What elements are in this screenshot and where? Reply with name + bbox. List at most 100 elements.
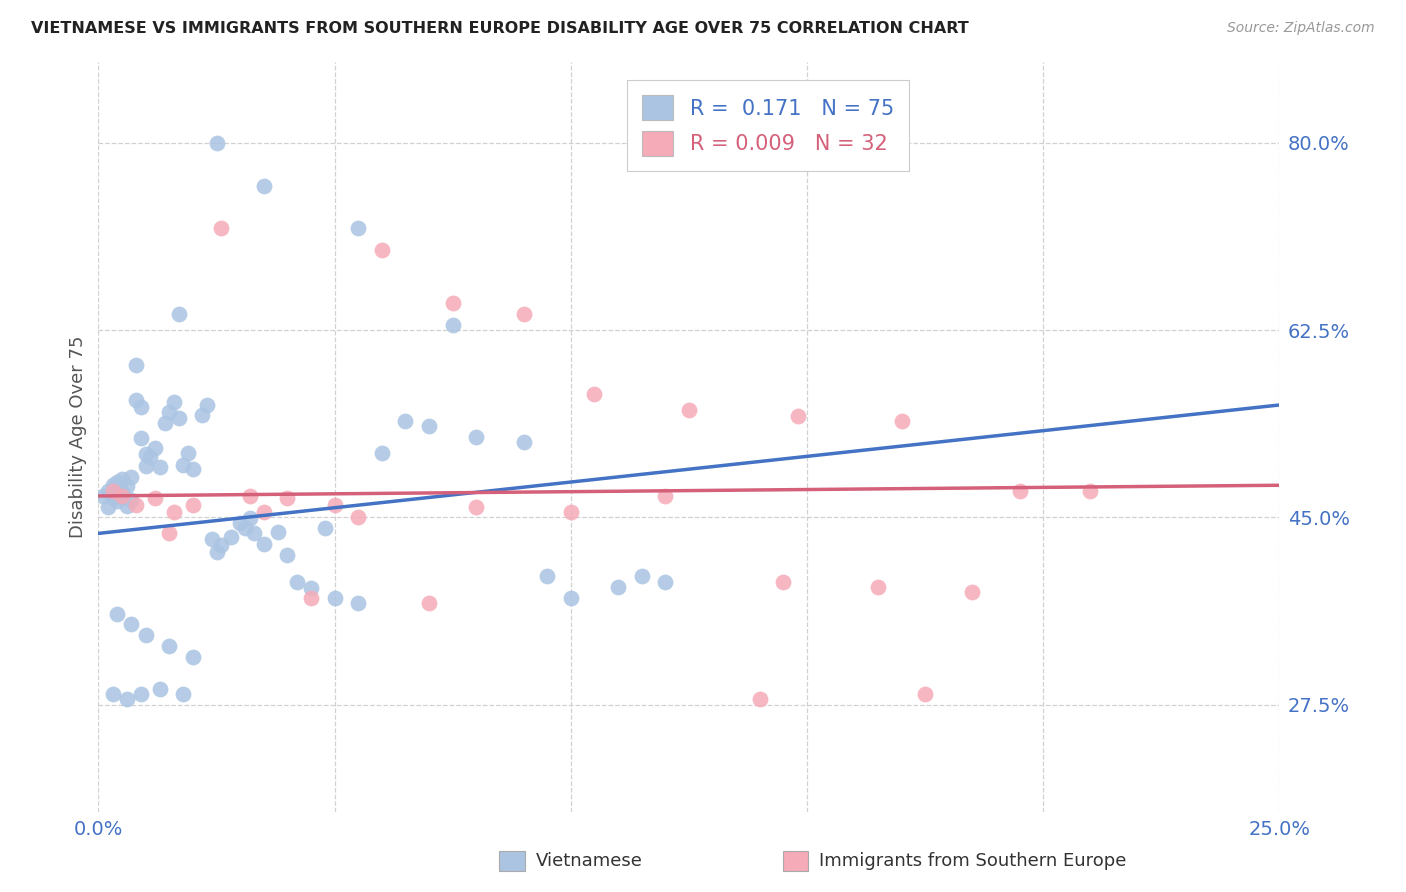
Point: [233, 521, 256, 535]
Point: [167, 410, 190, 425]
Point: [323, 498, 346, 512]
Point: [253, 505, 276, 519]
Point: [91, 489, 114, 503]
Point: [139, 450, 162, 465]
Point: [607, 580, 630, 594]
Point: [219, 530, 242, 544]
Point: [314, 521, 336, 535]
Point: [111, 490, 134, 504]
Point: [276, 548, 298, 562]
Point: [239, 489, 262, 503]
Point: [115, 692, 138, 706]
Point: [512, 307, 534, 321]
Point: [209, 221, 232, 235]
Point: [111, 472, 134, 486]
Point: [772, 574, 794, 589]
Point: [101, 687, 124, 701]
Point: [105, 494, 128, 508]
Point: [465, 500, 488, 514]
Point: [201, 532, 224, 546]
Point: [195, 398, 218, 412]
Point: [267, 525, 290, 540]
Point: [418, 596, 440, 610]
Point: [583, 387, 606, 401]
Point: [101, 483, 124, 498]
Point: [157, 526, 180, 541]
Legend: R =  0.171   N = 75, R = 0.009   N = 32: R = 0.171 N = 75, R = 0.009 N = 32: [627, 80, 908, 170]
Point: [129, 687, 152, 701]
Point: [163, 394, 186, 409]
Point: [786, 409, 808, 423]
Point: [97, 500, 120, 514]
Point: [129, 431, 152, 445]
Point: [347, 221, 370, 235]
Point: [205, 544, 228, 558]
Point: [121, 493, 143, 508]
Point: [890, 414, 912, 428]
Point: [347, 596, 370, 610]
Point: [115, 479, 138, 493]
Point: [239, 511, 262, 525]
Point: [253, 537, 276, 551]
Point: [172, 687, 194, 701]
Point: [135, 447, 157, 461]
Text: Immigrants from Southern Europe: Immigrants from Southern Europe: [820, 852, 1126, 870]
Point: [153, 416, 176, 430]
Point: [371, 446, 394, 460]
Point: [205, 136, 228, 150]
Point: [143, 491, 166, 505]
Point: [209, 538, 232, 552]
Point: [125, 498, 148, 512]
Point: [441, 296, 464, 310]
Point: [111, 484, 134, 499]
Point: [560, 505, 582, 519]
Point: [1080, 483, 1102, 498]
Point: [299, 581, 322, 595]
Point: [101, 491, 124, 505]
Point: [914, 687, 936, 701]
Point: [157, 639, 180, 653]
Point: [285, 574, 308, 589]
Point: [181, 498, 204, 512]
Point: [135, 458, 157, 473]
Point: [111, 489, 134, 503]
Text: Source: ZipAtlas.com: Source: ZipAtlas.com: [1227, 21, 1375, 35]
Point: [418, 419, 440, 434]
Point: [105, 475, 128, 489]
Point: [630, 569, 652, 583]
Point: [347, 510, 370, 524]
Point: [253, 178, 276, 193]
Point: [512, 435, 534, 450]
Point: [181, 649, 204, 664]
Point: [105, 607, 128, 621]
Point: [229, 516, 252, 530]
Point: [143, 441, 166, 455]
Point: [299, 591, 322, 605]
Point: [1008, 483, 1031, 498]
Point: [394, 414, 416, 428]
Point: [129, 400, 152, 414]
Point: [121, 469, 143, 483]
Point: [125, 392, 148, 407]
Point: [157, 405, 180, 419]
Point: [105, 482, 128, 496]
Point: [149, 460, 172, 475]
Point: [323, 591, 346, 605]
Point: [135, 628, 157, 642]
Point: [97, 483, 120, 498]
Text: VIETNAMESE VS IMMIGRANTS FROM SOUTHERN EUROPE DISABILITY AGE OVER 75 CORRELATION: VIETNAMESE VS IMMIGRANTS FROM SOUTHERN E…: [31, 21, 969, 36]
Point: [654, 489, 676, 503]
Point: [172, 458, 194, 472]
Point: [121, 617, 143, 632]
Point: [465, 430, 488, 444]
Y-axis label: Disability Age Over 75: Disability Age Over 75: [69, 335, 87, 539]
Point: [181, 462, 204, 476]
Point: [177, 446, 200, 460]
Point: [101, 478, 124, 492]
Point: [101, 487, 124, 501]
Point: [441, 318, 464, 332]
Point: [115, 499, 138, 513]
Point: [191, 408, 214, 422]
Point: [962, 585, 984, 599]
Point: [125, 359, 148, 373]
